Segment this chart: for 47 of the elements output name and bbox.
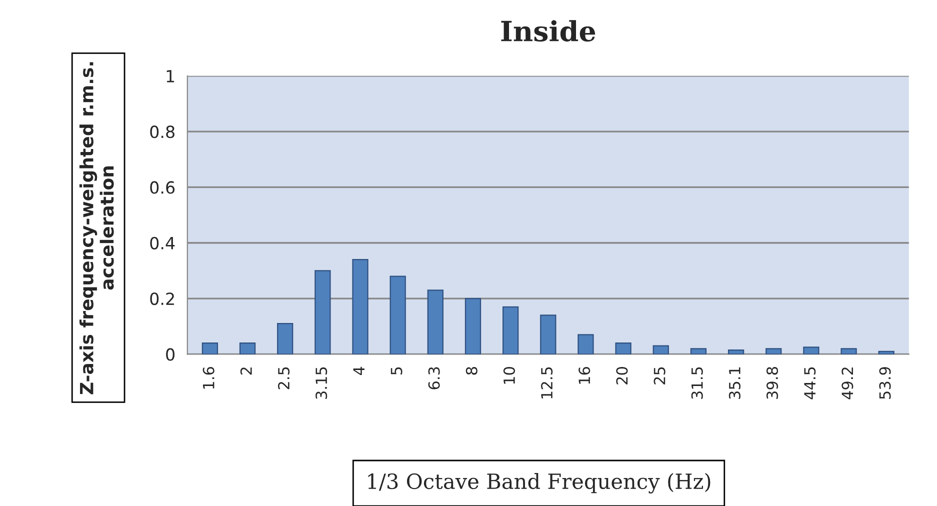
bar: [314, 270, 331, 354]
bar: [390, 276, 406, 354]
bar: [464, 298, 482, 354]
bar: [878, 350, 894, 354]
bar: [239, 342, 256, 354]
x-tick-label: 10: [503, 367, 515, 384]
bar: [202, 342, 218, 354]
bar: [690, 348, 707, 354]
x-tick-label: 3.15: [316, 367, 328, 399]
x-tick-label: 2: [240, 368, 252, 375]
x-tick-label: 31.5: [691, 367, 703, 399]
y-axis-title: Z-axis frequency-weighted r.m.s. acceleration: [79, 62, 114, 394]
x-tick-label: 20: [616, 367, 628, 384]
bar: [540, 314, 556, 354]
y-tick-label: 0.4: [150, 236, 175, 250]
bar: [766, 348, 782, 354]
y-tick-label: 0: [166, 348, 174, 361]
y-tick-label: 0.6: [150, 181, 175, 194]
bar: [277, 323, 294, 354]
x-tick-label: 6.3: [428, 367, 440, 390]
x-tick-label: 53.9: [879, 367, 891, 399]
x-tick-label: 12.5: [541, 367, 553, 398]
y-tick-label: 0.8: [150, 126, 174, 138]
x-tick-label: 1.6: [202, 366, 214, 389]
x-tick-label: 16: [578, 366, 590, 384]
bar: [652, 345, 669, 354]
x-tick-label: 8: [466, 367, 478, 375]
bar: [502, 306, 519, 354]
x-tick-label: 2.5: [278, 367, 290, 390]
y-tick-label: 0.2: [150, 292, 174, 306]
x-tick-label: 4: [353, 366, 364, 375]
bar: [352, 259, 368, 354]
x-axis-title: 1/3 Octave Band Frequency (Hz): [368, 473, 710, 494]
y-tick-label: 1: [166, 70, 174, 82]
bar: [615, 342, 632, 354]
x-tick-label: 44.5: [804, 367, 816, 400]
x-tick-label: 49.2: [842, 368, 854, 400]
x-tick-label: 5: [390, 367, 402, 375]
bar: [427, 290, 444, 354]
x-tick-label: 39.8: [766, 367, 778, 399]
chart-title: Inside: [501, 20, 596, 42]
bar: [728, 349, 744, 354]
bar: [840, 348, 857, 354]
x-tick-label: 25: [654, 367, 666, 384]
bar: [803, 346, 820, 354]
bar: [578, 334, 594, 354]
x-tick-label: 35.1: [728, 367, 740, 399]
